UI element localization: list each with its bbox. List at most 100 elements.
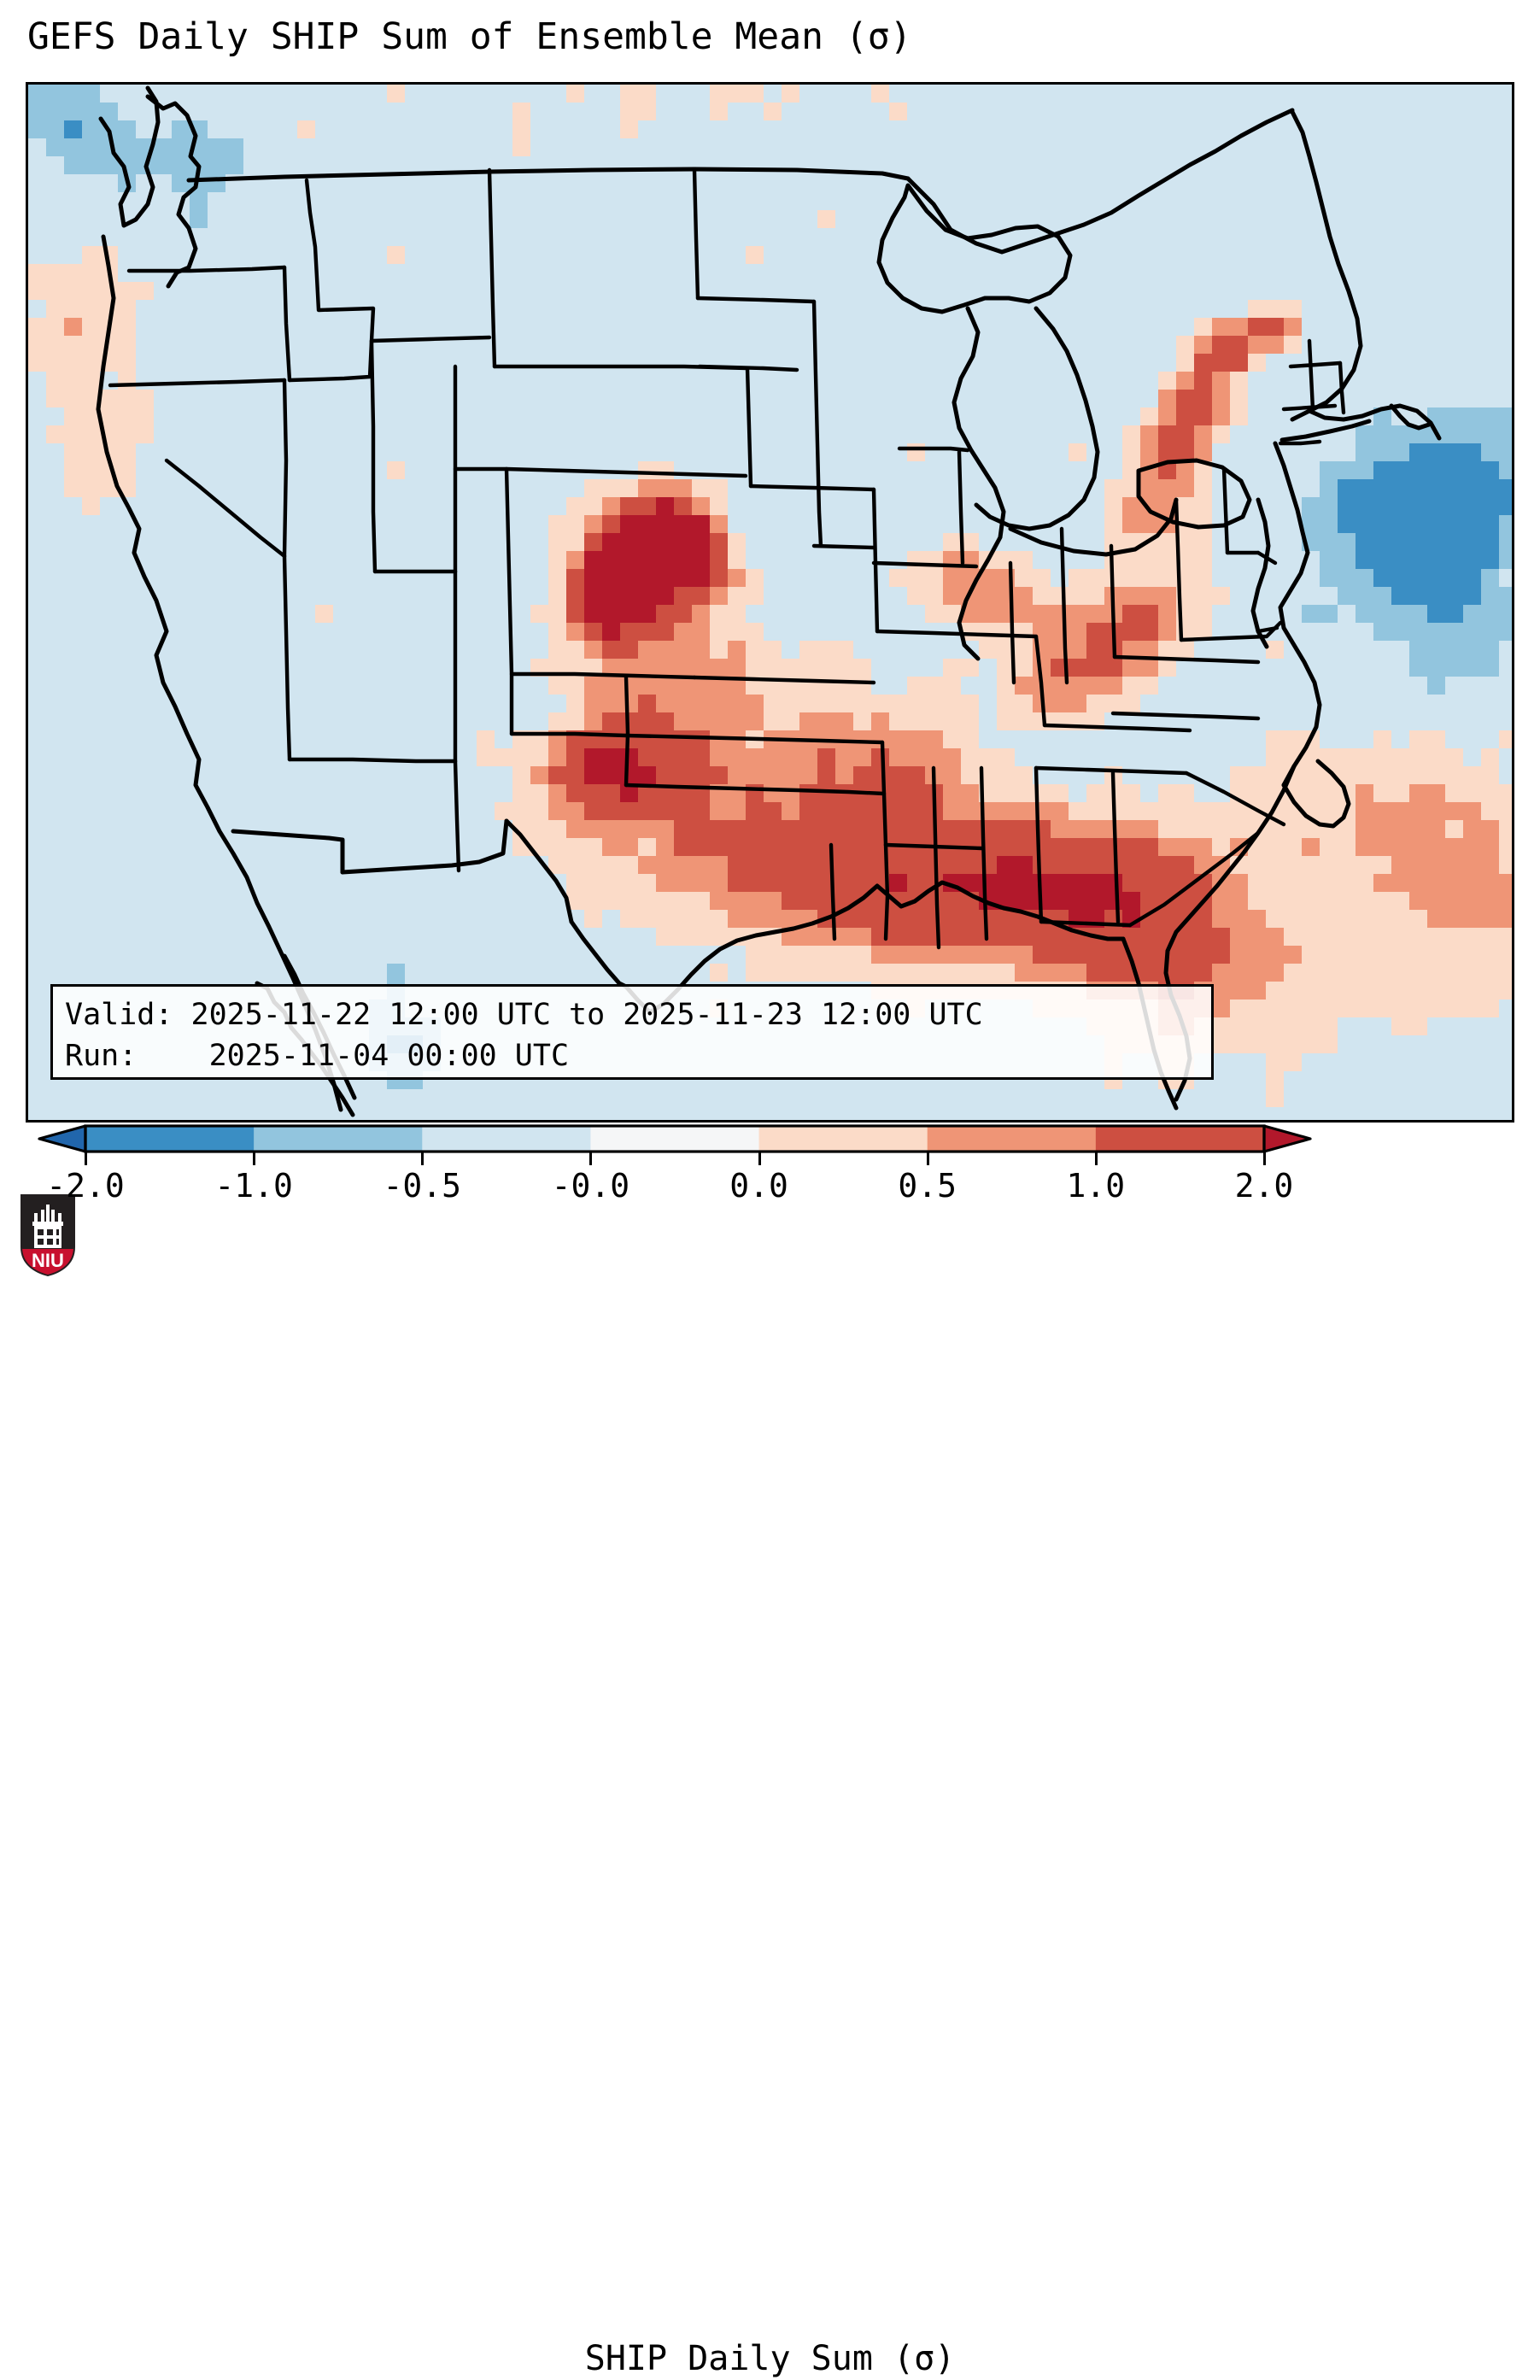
field-cell xyxy=(692,407,711,426)
field-cell xyxy=(728,551,747,570)
field-cell xyxy=(1499,928,1512,947)
field-cell xyxy=(1015,103,1033,121)
field-cell xyxy=(1086,354,1105,372)
field-cell xyxy=(853,766,872,785)
field-cell xyxy=(1051,246,1069,265)
field-cell xyxy=(710,228,729,247)
field-cell xyxy=(351,784,370,803)
field-cell xyxy=(1427,318,1446,337)
field-cell xyxy=(853,497,872,516)
field-cell xyxy=(28,228,47,247)
field-cell xyxy=(225,318,244,337)
field-cell xyxy=(1086,784,1105,803)
field-cell xyxy=(64,677,83,695)
field-cell xyxy=(799,587,818,606)
field-cell xyxy=(817,802,836,821)
field-cell xyxy=(387,156,406,175)
field-cell xyxy=(1194,838,1213,857)
field-cell xyxy=(1481,318,1500,337)
field-cell xyxy=(208,641,226,659)
field-cell xyxy=(943,587,962,606)
field-cell xyxy=(1409,999,1428,1018)
field-cell xyxy=(100,730,119,749)
field-cell xyxy=(1463,946,1482,964)
field-cell xyxy=(297,120,316,139)
field-cell xyxy=(1463,228,1482,247)
field-cell xyxy=(1086,390,1105,408)
field-cell xyxy=(118,569,137,588)
field-cell xyxy=(782,443,800,462)
field-cell xyxy=(943,946,962,964)
field-cell xyxy=(1230,1071,1249,1090)
field-cell xyxy=(172,407,190,426)
field-cell xyxy=(477,820,495,839)
field-cell xyxy=(692,641,711,659)
field-cell xyxy=(1373,300,1392,319)
field-cell xyxy=(638,85,657,103)
field-cell xyxy=(979,85,998,103)
field-cell xyxy=(674,138,693,157)
field-cell xyxy=(1427,138,1446,157)
colorbar-over-arrow xyxy=(1262,1124,1312,1153)
field-cell xyxy=(853,461,872,480)
field-cell xyxy=(907,659,926,677)
field-cell xyxy=(1409,479,1428,498)
field-cell xyxy=(692,838,711,857)
field-cell xyxy=(154,318,173,337)
field-cell xyxy=(459,695,477,713)
field-cell xyxy=(136,712,155,731)
field-cell xyxy=(674,551,693,570)
field-cell xyxy=(46,192,65,211)
field-cell xyxy=(1015,282,1033,301)
field-cell xyxy=(190,85,208,103)
field-cell xyxy=(1373,390,1392,408)
field-cell xyxy=(530,246,549,265)
colorbar-tick-label: -2.0 xyxy=(46,1167,125,1205)
field-cell xyxy=(243,659,262,677)
field-cell xyxy=(1248,174,1267,193)
field-cell xyxy=(405,174,424,193)
field-cell xyxy=(835,138,854,157)
field-cell xyxy=(28,802,47,821)
field-cell xyxy=(243,551,262,570)
field-cell xyxy=(584,282,603,301)
field-cell xyxy=(1194,569,1213,588)
field-cell xyxy=(315,120,334,139)
field-cell xyxy=(82,479,101,498)
field-cell xyxy=(1212,443,1231,462)
field-cell xyxy=(1409,659,1428,677)
field-cell xyxy=(746,892,764,911)
field-cell xyxy=(889,336,908,355)
field-cell xyxy=(1230,1053,1249,1072)
field-cell xyxy=(1266,1035,1285,1054)
field-cell xyxy=(459,120,477,139)
field-cell xyxy=(566,210,585,229)
field-cell xyxy=(369,712,388,731)
field-cell xyxy=(1194,605,1213,624)
field-cell xyxy=(315,551,334,570)
field-cell xyxy=(1104,461,1123,480)
field-cell xyxy=(1481,982,1500,1000)
field-cell xyxy=(369,551,388,570)
field-cell xyxy=(1176,210,1195,229)
field-cell xyxy=(1015,425,1033,444)
field-cell xyxy=(154,264,173,283)
field-cell xyxy=(495,946,513,964)
field-cell xyxy=(1463,533,1482,552)
field-cell xyxy=(208,587,226,606)
field-cell xyxy=(1409,695,1428,713)
field-cell xyxy=(369,928,388,947)
field-cell xyxy=(333,407,352,426)
field-cell xyxy=(64,120,83,139)
field-cell xyxy=(584,210,603,229)
field-cell xyxy=(925,174,944,193)
field-cell xyxy=(297,264,316,283)
field-cell xyxy=(638,479,657,498)
field-cell xyxy=(584,336,603,355)
field-cell xyxy=(1069,120,1087,139)
field-cell xyxy=(1051,964,1069,982)
field-cell xyxy=(1427,85,1446,103)
field-cell xyxy=(1266,390,1285,408)
field-cell xyxy=(1481,192,1500,211)
field-cell xyxy=(853,156,872,175)
